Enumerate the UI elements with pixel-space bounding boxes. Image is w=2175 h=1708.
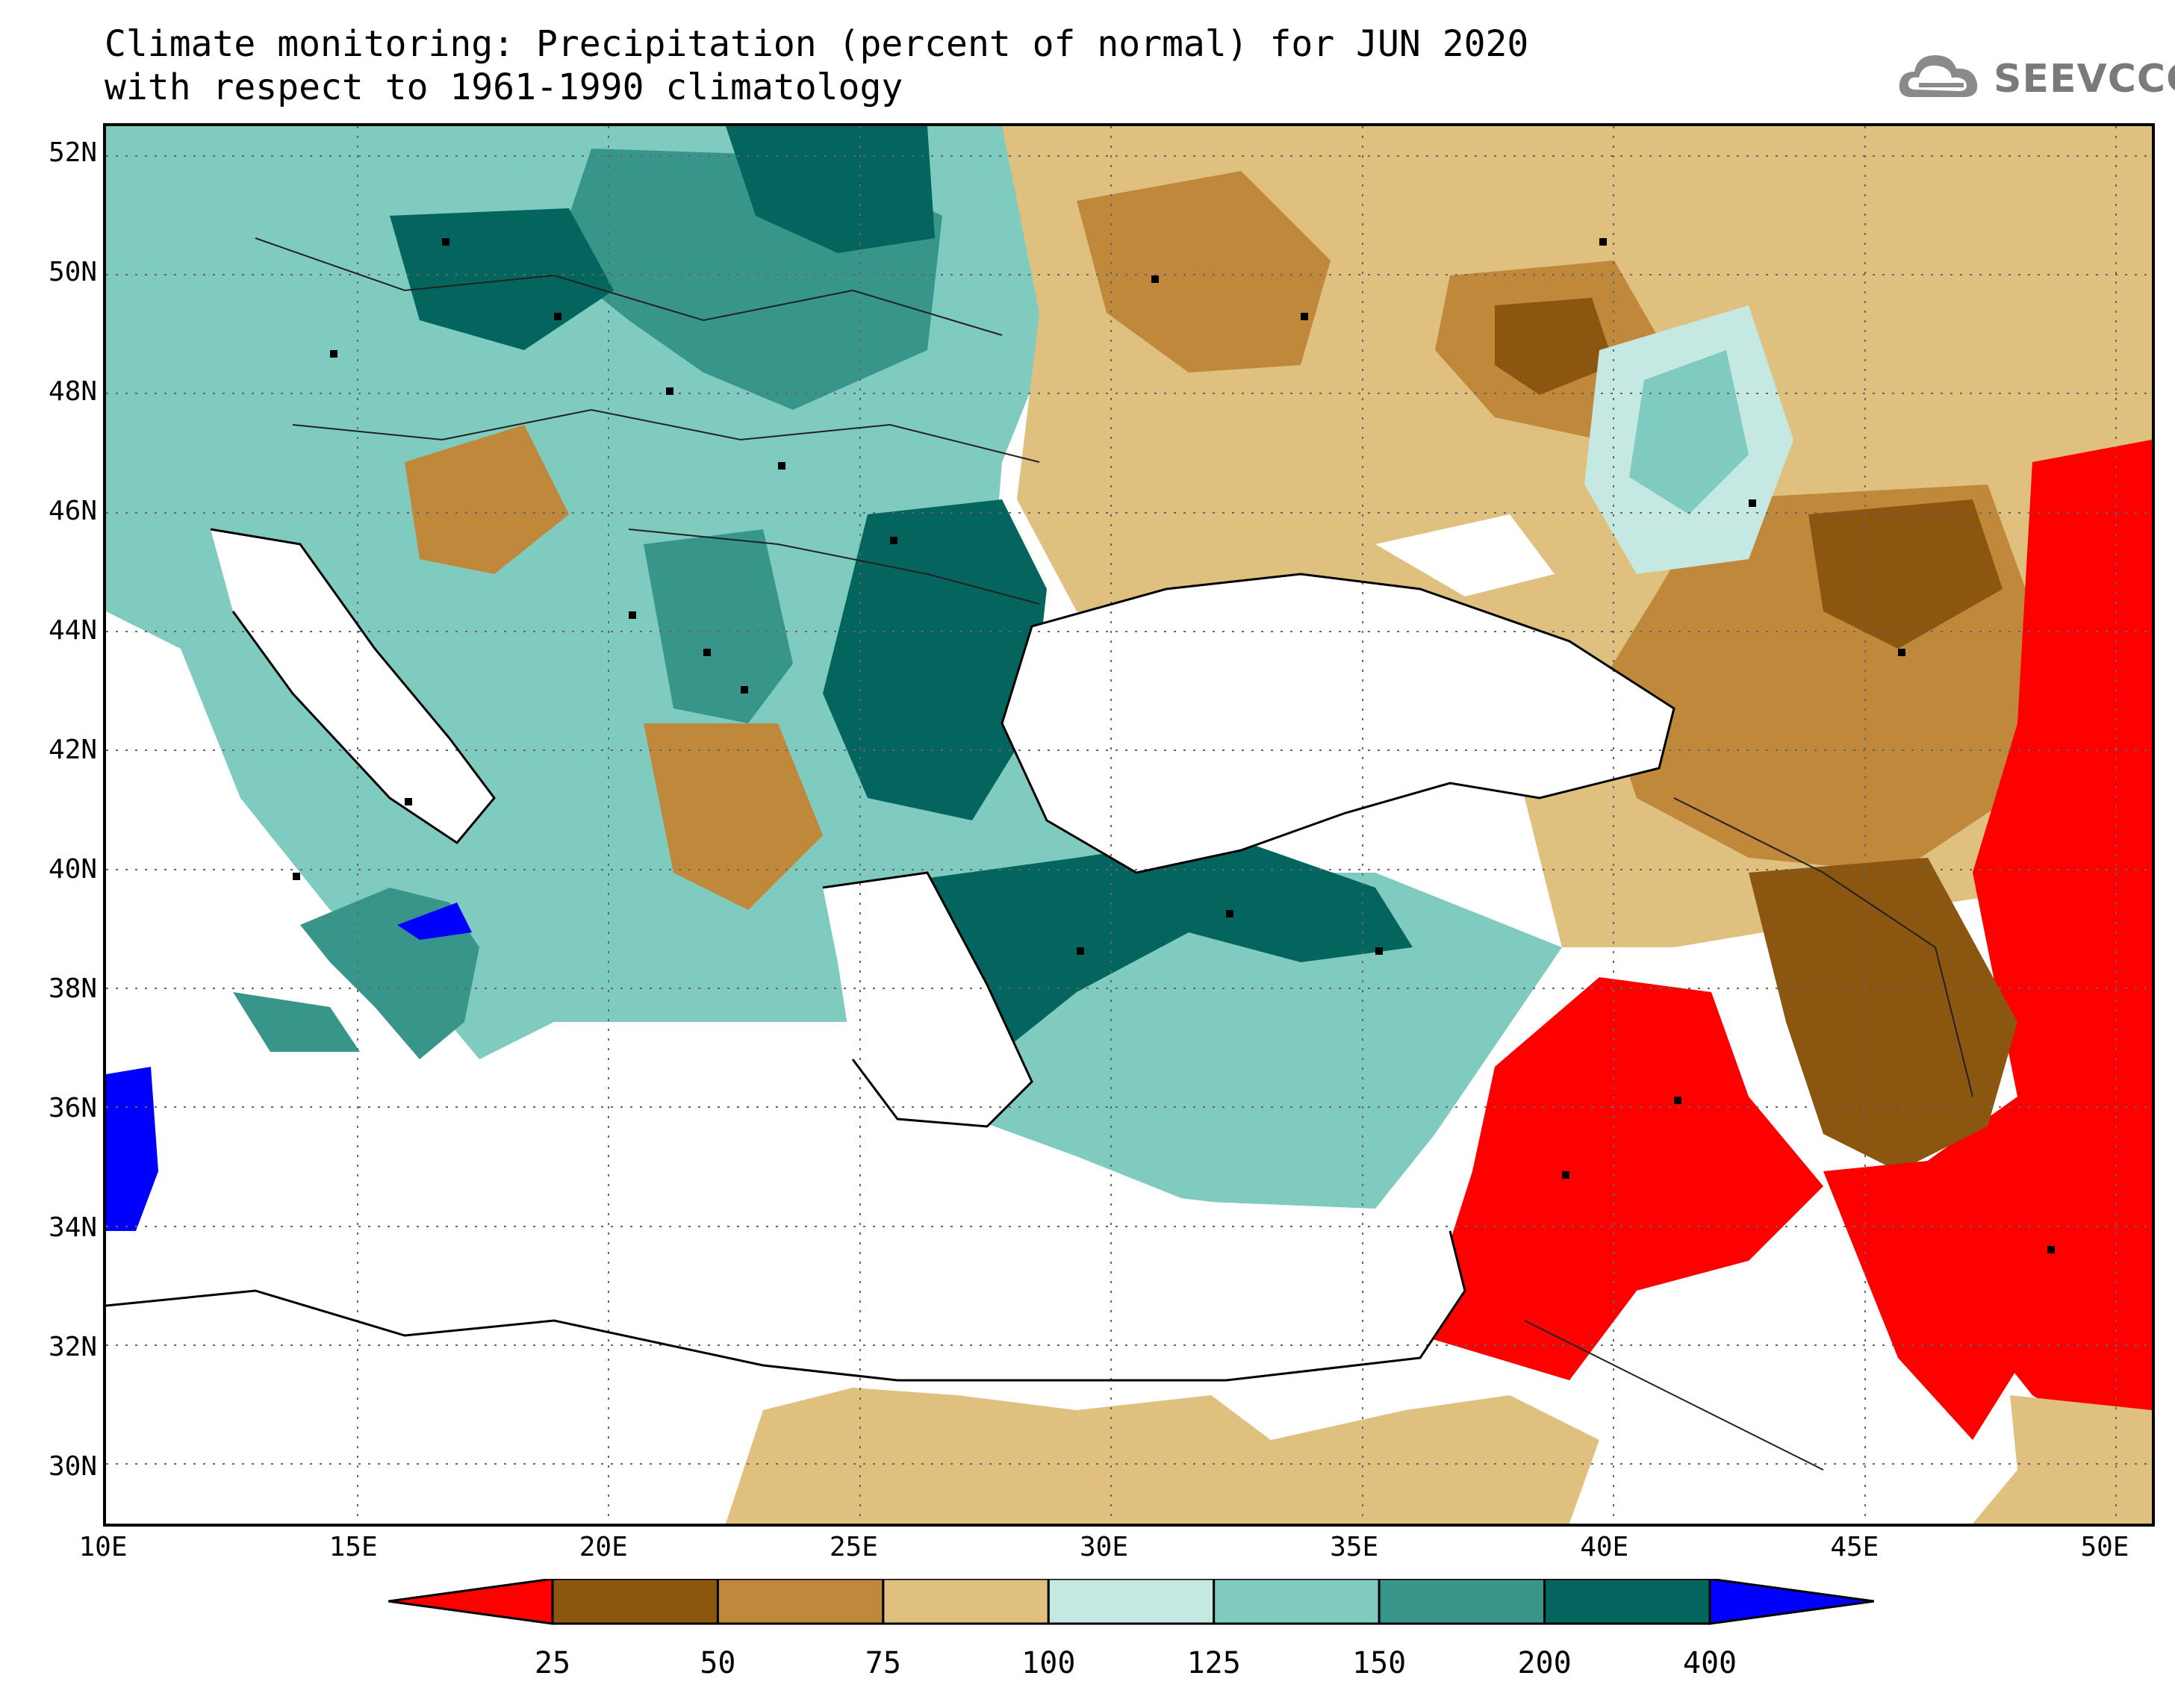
- colorbar-legend: 25 50 75 100 125 150 200 400: [388, 1577, 1875, 1691]
- cloud-icon: [1899, 55, 1978, 97]
- lat-tick-label: 46N: [48, 496, 97, 526]
- legend-tick-label: 150: [1352, 1646, 1407, 1680]
- map-canvas: [106, 126, 2152, 1524]
- region-caucasus-very-dry: [1808, 499, 2003, 649]
- legend-tick-label: 200: [1517, 1646, 1572, 1680]
- lon-tick-label: 50E: [2080, 1532, 2129, 1562]
- lon-tick-label: 30E: [1079, 1532, 1128, 1562]
- legend-tick-label: 400: [1682, 1646, 1737, 1680]
- lat-tick-label: 44N: [48, 615, 97, 646]
- region-don-wetter: [1629, 350, 1749, 514]
- region-italy-extreme-wet: [397, 903, 472, 940]
- sea-mediterranean: [106, 1059, 1465, 1380]
- region-syria-extreme-dry: [1420, 977, 1823, 1380]
- seevccc-logo: SEEVCCC: [1896, 45, 2175, 112]
- region-iraq-extreme-dry: [1823, 1156, 2047, 1440]
- lat-tick-label: 40N: [48, 854, 97, 885]
- lon-tick-label: 15E: [329, 1532, 378, 1562]
- lon-tick-label: 10E: [78, 1532, 128, 1562]
- legend-tick-label: 125: [1186, 1646, 1241, 1680]
- legend-swatch: [1378, 1577, 1546, 1625]
- legend-swatch: [1543, 1577, 1711, 1625]
- title-line-1: Climate monitoring: Precipitation (perce…: [105, 23, 1529, 65]
- lat-tick-label: 30N: [48, 1451, 97, 1482]
- sea-aegean: [823, 873, 1032, 1126]
- legend-tick-label: 50: [700, 1646, 736, 1680]
- region-serbia-very-wet: [644, 529, 793, 723]
- lon-tick-label: 20E: [579, 1532, 628, 1562]
- legend-tick-label: 75: [865, 1646, 901, 1680]
- region-romania-very-wet: [823, 499, 1047, 820]
- lat-tick-label: 48N: [48, 376, 97, 407]
- lat-tick-label: 32N: [48, 1332, 97, 1362]
- station-markers: [293, 238, 2055, 1253]
- sea-adriatic: [211, 529, 494, 843]
- lat-tick-label: 52N: [48, 137, 97, 168]
- region-bosnia-dry: [405, 425, 569, 574]
- legend-swatch-above-400: [1708, 1577, 1875, 1625]
- region-north-africa-normal: [726, 1388, 1599, 1524]
- legend-swatch: [882, 1577, 1050, 1625]
- region-bulgaria-dry: [644, 723, 823, 910]
- region-arabia-normal: [1973, 1395, 2152, 1524]
- region-kharkiv-very-dry: [1495, 298, 1614, 395]
- logo-text: SEEVCCC: [1994, 57, 2175, 102]
- region-ukraine-dry: [1077, 171, 1331, 373]
- legend-swatch: [551, 1577, 719, 1625]
- region-mesopotamia-dry: [1749, 858, 2017, 1171]
- legend-swatch: [716, 1577, 885, 1625]
- chart-title: Climate monitoring: Precipitation (perce…: [105, 22, 1528, 109]
- legend-swatch-below-25: [388, 1577, 554, 1625]
- legend-swatch: [1213, 1577, 1381, 1625]
- lon-tick-label: 45E: [1830, 1532, 1879, 1562]
- legend-tick-label: 100: [1021, 1646, 1076, 1680]
- lat-tick-label: 38N: [48, 973, 97, 1004]
- region-sicily-wet: [233, 992, 360, 1052]
- region-anatolia-very-wet: [912, 835, 1413, 1052]
- sea-azov: [1375, 514, 1555, 596]
- precipitation-map: [103, 123, 2155, 1527]
- lat-tick-label: 42N: [48, 735, 97, 765]
- region-arabia-missing: [1569, 1261, 1973, 1524]
- lon-tick-label: 40E: [1580, 1532, 1629, 1562]
- lon-tick-label: 35E: [1330, 1532, 1379, 1562]
- region-poland-very-wet: [726, 126, 935, 253]
- coastlines: [106, 528, 1675, 1382]
- lat-tick-label: 34N: [48, 1212, 97, 1243]
- map-gridlines: [106, 126, 2152, 1524]
- lat-tick-label: 36N: [48, 1093, 97, 1123]
- region-libya-missing: [106, 1291, 763, 1524]
- lat-tick-label: 50N: [48, 257, 97, 287]
- colorbar: [388, 1577, 1875, 1625]
- lon-tick-label: 25E: [829, 1532, 878, 1562]
- title-line-2: with respect to 1961-1990 climatology: [105, 66, 903, 108]
- legend-swatch: [1047, 1577, 1216, 1625]
- country-borders: [255, 237, 1973, 1471]
- legend-tick-label: 25: [534, 1646, 571, 1680]
- sea-black-sea: [1002, 574, 1674, 873]
